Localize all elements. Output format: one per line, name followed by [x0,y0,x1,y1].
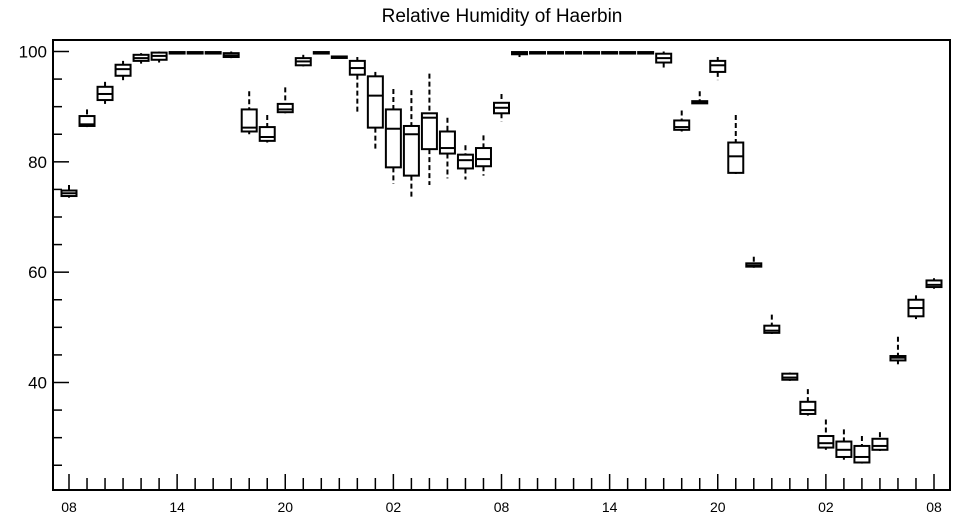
box-item [330,55,348,59]
iqr-box [276,102,294,114]
box-item [889,336,907,365]
box-item [529,51,547,55]
box-item [853,436,871,464]
box-item [438,117,456,179]
box-item [150,51,168,63]
box-item [799,389,817,416]
box-item [276,87,294,114]
box-item [456,145,474,180]
box-item [655,51,673,69]
box-item [673,110,691,132]
iqr-box [402,124,420,177]
box-item [96,81,114,104]
box-item [132,53,150,64]
iqr-box [366,75,384,129]
box-item [907,295,925,320]
box-item [925,278,943,289]
iqr-box [474,147,492,168]
box-item [366,71,384,151]
box-item [186,51,204,55]
x-tick-label: 14 [602,499,618,515]
box-item [583,51,601,55]
box-item [222,51,240,59]
box-item [565,51,583,55]
box-item [294,54,312,67]
x-tick-label: 02 [386,499,402,515]
box-item [619,51,637,55]
iqr-box [709,59,727,73]
y-tick-label: 60 [28,263,47,282]
box-series [60,51,943,464]
box-item [637,51,655,55]
box-item [114,60,132,81]
iqr-box [456,153,474,170]
x-tick-label: 20 [277,499,293,515]
y-tick-label: 80 [28,153,47,172]
box-item [835,429,853,460]
box-item [168,51,186,55]
box-item [258,114,276,143]
iqr-box [673,119,691,131]
x-axis: 08 14 20 02 08 14 20 02 08 [61,474,942,515]
box-item [763,314,781,334]
box-item [60,185,78,198]
box-item [312,51,330,55]
box-item [727,114,745,174]
y-tick-label: 100 [19,43,47,62]
iqr-box [78,115,96,127]
box-item [709,57,727,81]
iqr-box [871,437,889,451]
iqr-box [925,279,943,289]
box-item [817,419,835,450]
iqr-box [727,141,745,174]
box-item [348,57,366,113]
iqr-box [258,126,276,142]
box-item [601,51,619,55]
box-item [474,135,492,176]
y-tick-label: 40 [28,374,47,393]
iqr-box [384,108,402,169]
iqr-box [438,130,456,155]
iqr-box [240,108,258,133]
box-item [511,51,529,58]
box-item [240,91,258,135]
box-item [204,51,222,55]
box-item [493,93,510,122]
box-item [781,372,799,381]
x-tick-label: 02 [818,499,834,515]
box-item [871,432,889,451]
x-tick-label: 20 [710,499,726,515]
y-axis: 40 60 80 100 [19,43,69,466]
box-item [691,91,709,105]
box-item [78,109,96,128]
x-tick-label: 08 [61,499,77,515]
iqr-box [763,324,781,334]
box-item [745,256,763,268]
x-tick-label: 14 [169,499,185,515]
box-item [420,73,438,186]
box-item [384,89,402,184]
box-item [547,51,565,55]
x-tick-label: 08 [926,499,942,515]
box-item [402,90,420,199]
iqr-box [853,444,871,464]
iqr-box [114,63,132,77]
x-tick-label: 08 [494,499,510,515]
iqr-box [817,435,835,449]
chart-title: Relative Humidity of Haerbin [382,6,623,27]
iqr-box [799,400,817,415]
iqr-box [420,112,438,151]
